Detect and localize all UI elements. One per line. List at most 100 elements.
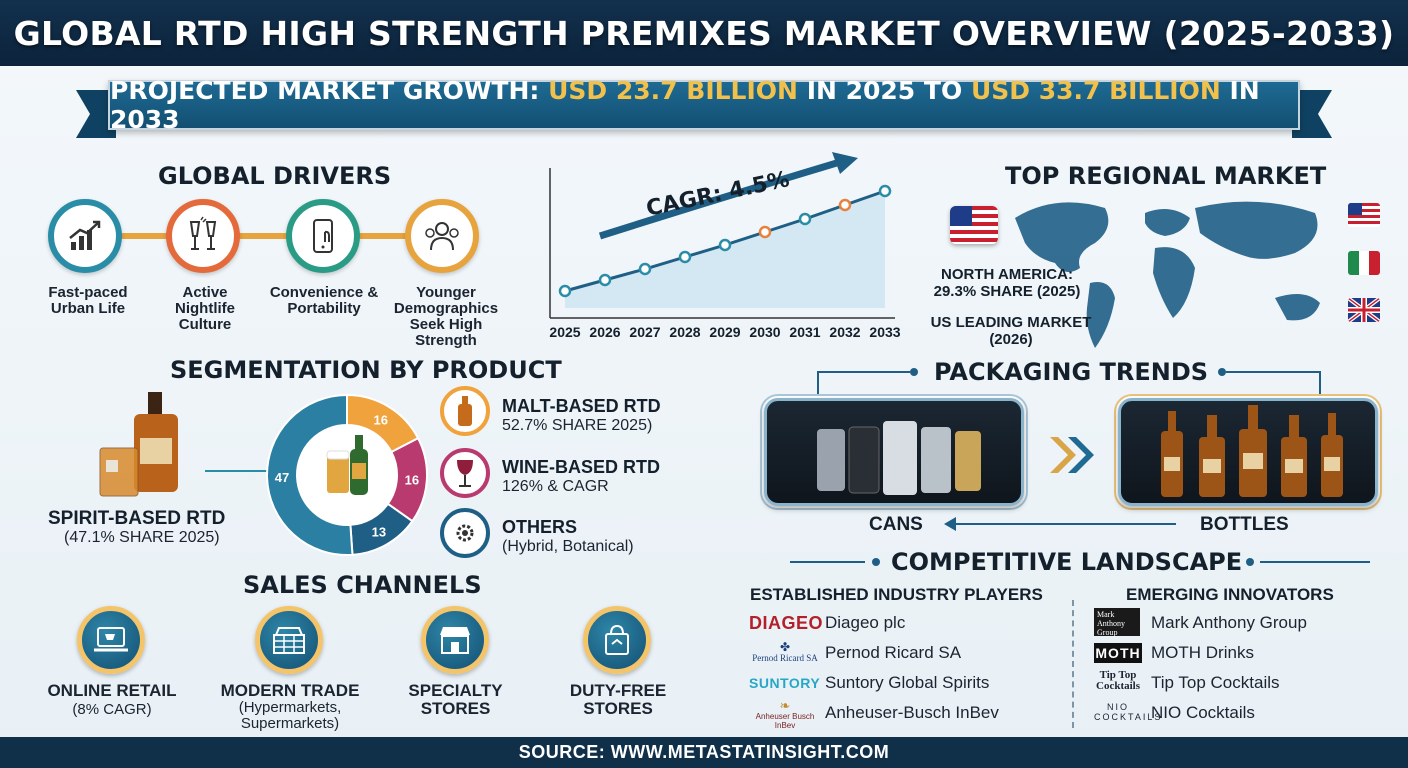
channel-online-sub: (8% CAGR) (72, 701, 152, 718)
growth-line-chart: CAGR: 4.5% 2025 2026 2027 2028 2029 2030 2031 2… (549, 152, 901, 340)
donut-label-0: 47 (275, 470, 289, 485)
footer-bar: SOURCE: WWW.METASTATINSIGHT.COM (0, 737, 1408, 768)
comp-rule-left (790, 561, 865, 563)
beer-bottle-glass-icon (326, 435, 368, 495)
laptop-cart-icon (94, 627, 128, 652)
others-title: OTHERS (502, 517, 578, 537)
driver-nightlife-circle (166, 199, 240, 273)
others-sub: (Hybrid, Botanical) (502, 538, 634, 555)
comp-divider (1072, 600, 1074, 728)
abinbev-eagle-icon: ❧ (779, 698, 791, 713)
competitive-title: COMPETITIVE LANDSCAPE (891, 548, 1243, 576)
pernod-mark-icon: ✤ (779, 640, 791, 654)
driver-label-nightlife: Active Nightlife Culture (175, 284, 235, 333)
pernod-logo: ✤ Pernod Ricard SA (749, 641, 821, 663)
pernod-logo-text: Pernod Ricard SA (752, 653, 818, 663)
nio-name: NIO Cocktails (1151, 703, 1255, 722)
packaging-return-arrow (944, 517, 1176, 531)
driver-demographics-circle (405, 199, 479, 273)
tiptop-logo: Tip Top Cocktails (1096, 669, 1140, 692)
shopping-bag-icon (605, 624, 629, 655)
abinbev-name: Anheuser-Busch InBev (825, 703, 999, 722)
donut-label-2: 16 (405, 472, 419, 487)
drivers-connector (120, 233, 420, 239)
channel-modern-sub: (Hypermarkets, Supermarkets) (238, 699, 342, 732)
cagr-arrow-head (832, 152, 858, 174)
banner-value-end: USD 33.7 BILLION (970, 76, 1221, 105)
product-donut-chart: 16 16 13 47 (266, 393, 428, 556)
others-icon-circle (440, 508, 490, 558)
chevron-right-icon (1050, 437, 1094, 473)
segmentation-title: SEGMENTATION BY PRODUCT (170, 356, 562, 384)
mexico-flag-icon (1348, 251, 1380, 275)
chart-tick-2033: 2033 (869, 324, 900, 340)
cans-illustration (817, 421, 981, 495)
people-icon (425, 222, 459, 251)
chart-point-2027 (638, 262, 652, 276)
chart-tick-2032: 2032 (829, 324, 860, 340)
us-flag-small-icon (1348, 203, 1380, 227)
storefront-icon (440, 627, 470, 654)
comp-dot-right (1246, 558, 1254, 566)
cans-image (764, 398, 1024, 506)
channel-online-title: ONLINE RETAIL (47, 681, 177, 700)
abinbev-logo: ❧ Anheuser Busch InBev (749, 698, 821, 730)
page-title: GLOBAL RTD HIGH STRENGTH PREMIXES MARKET… (13, 13, 1395, 53)
chart-point-2029 (718, 238, 732, 252)
suntory-name: Suntory Global Spirits (825, 673, 990, 692)
suntory-logo: SUNTORY (749, 675, 821, 691)
tiptop-name: Tip Top Cocktails (1151, 673, 1280, 692)
markanthony-logo: Mark Anthony Group (1094, 608, 1140, 637)
markanthony-name: Mark Anthony Group (1151, 613, 1307, 632)
banner-suffix: IN 2033 (110, 76, 1260, 134)
chart-plot-area: 2025 2026 2027 2028 2029 2030 2031 2032 2033 (549, 168, 901, 340)
supermarket-icon (273, 627, 305, 654)
gear-icon (456, 524, 474, 542)
beer-bottle-icon (458, 396, 472, 426)
chart-point-2030 (758, 225, 772, 239)
malt-sub: 52.7% SHARE 2025) (502, 417, 653, 434)
phone-tap-icon (313, 219, 333, 253)
banner-value-start: USD 23.7 BILLION (548, 76, 798, 105)
map-australia (1275, 294, 1320, 321)
channel-dutyfree-circle (583, 606, 651, 674)
wine-icon-circle (440, 448, 490, 498)
pernod-name: Pernod Ricard SA (825, 643, 962, 662)
bottles-label: BOTTLES (1200, 514, 1289, 535)
chart-point-2032 (838, 198, 852, 212)
channel-modern-circle (255, 606, 323, 674)
chart-point-2025 (558, 284, 572, 298)
moth-name: MOTH Drinks (1151, 643, 1254, 662)
growth-banner-text: PROJECTED MARKET GROWTH: USD 23.7 BILLIO… (110, 76, 1298, 134)
growth-banner: PROJECTED MARKET GROWTH: USD 23.7 BILLIO… (108, 76, 1300, 134)
channel-modern-title: MODERN TRADE (220, 681, 360, 700)
banner-middle: IN 2025 TO (806, 76, 963, 105)
spirit-title: SPIRIT-BASED RTD (48, 508, 226, 529)
header-bar: GLOBAL RTD HIGH STRENGTH PREMIXES MARKET… (0, 0, 1408, 66)
driver-label-convenience: Convenience & Portability (269, 284, 379, 317)
us-flag-icon (950, 206, 998, 244)
malt-icon-circle (440, 386, 490, 436)
chart-point-2028 (678, 250, 692, 264)
spirit-sub: (47.1% SHARE 2025) (64, 529, 220, 546)
wine-sub: 126% & CAGR (502, 478, 609, 495)
map-north-america (1015, 202, 1109, 272)
packaging-title: PACKAGING TRENDS (934, 358, 1209, 386)
chart-growth-icon (69, 220, 101, 250)
moth-logo: MOTH (1094, 643, 1142, 663)
cheers-icon (189, 216, 217, 250)
bottles-illustration (1161, 405, 1343, 497)
chart-tick-2029: 2029 (709, 324, 740, 340)
cans-label: CANS (869, 514, 923, 535)
diageo-logo: DIAGEO (749, 613, 824, 633)
map-south-america (1086, 282, 1115, 348)
wine-title: WINE-BASED RTD (502, 457, 660, 477)
map-africa (1153, 247, 1195, 318)
whiskey-bottle-icon (99, 392, 178, 497)
nio-logo: NIO COCKTAILS (1094, 702, 1163, 722)
uk-flag-icon (1348, 298, 1380, 322)
donut-label-3: 13 (372, 525, 386, 540)
source-text: SOURCE: WWW.METASTATINSIGHT.COM (518, 742, 890, 762)
emerging-title: EMERGING INNOVATORS (1126, 585, 1334, 604)
chart-tick-2028: 2028 (669, 324, 700, 340)
